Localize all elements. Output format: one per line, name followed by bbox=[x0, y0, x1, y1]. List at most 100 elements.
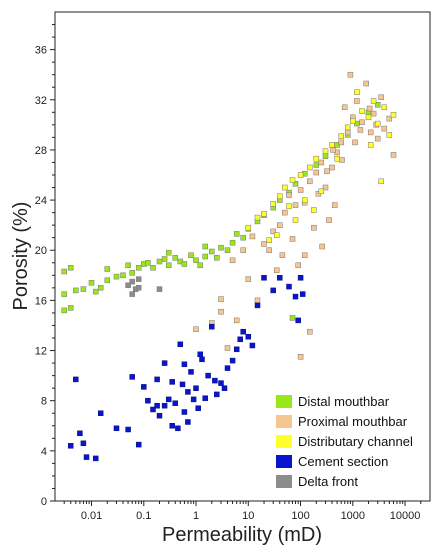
series-proximal-mouthbar bbox=[193, 71, 397, 360]
data-point bbox=[190, 396, 197, 403]
x-tick-label: 100 bbox=[291, 510, 309, 522]
legend: Distal mouthbar Proximal mouthbar Distribu… bbox=[270, 388, 428, 493]
data-point bbox=[266, 237, 272, 243]
legend-label: Cement section bbox=[298, 454, 388, 469]
data-point bbox=[179, 381, 186, 388]
data-point bbox=[334, 155, 340, 162]
data-point bbox=[245, 276, 252, 282]
legend-swatch bbox=[276, 415, 292, 428]
data-point bbox=[156, 258, 163, 265]
data-point bbox=[249, 342, 256, 349]
data-point bbox=[354, 89, 360, 95]
data-point bbox=[254, 297, 261, 304]
data-point bbox=[141, 384, 147, 390]
data-point bbox=[193, 385, 199, 391]
x-tick-label: 10 bbox=[242, 510, 254, 522]
data-point bbox=[297, 187, 304, 193]
data-point bbox=[354, 98, 360, 104]
data-point bbox=[273, 267, 280, 274]
data-point bbox=[61, 291, 67, 297]
data-point bbox=[344, 129, 351, 136]
data-point bbox=[161, 402, 168, 409]
data-point bbox=[299, 291, 306, 297]
x-tick-label: 0.1 bbox=[136, 510, 151, 522]
data-point bbox=[224, 345, 231, 351]
data-point bbox=[270, 287, 276, 294]
series-distal-mouthbar bbox=[61, 102, 381, 321]
data-point bbox=[307, 178, 313, 185]
data-point bbox=[261, 241, 267, 247]
data-point bbox=[214, 391, 220, 398]
data-point bbox=[311, 224, 317, 231]
data-point bbox=[104, 277, 111, 284]
data-point bbox=[175, 425, 181, 432]
data-point bbox=[224, 247, 231, 253]
legend-label: Delta front bbox=[298, 474, 358, 489]
data-point bbox=[390, 112, 397, 118]
data-point bbox=[322, 184, 329, 191]
data-points bbox=[61, 71, 397, 462]
data-point bbox=[80, 286, 87, 292]
data-point bbox=[202, 243, 208, 250]
y-tick-label: 0 bbox=[41, 496, 47, 508]
data-point bbox=[352, 139, 358, 146]
y-tick-label: 24 bbox=[35, 195, 47, 207]
data-point bbox=[292, 217, 299, 223]
data-point bbox=[113, 425, 120, 432]
x-tick-label: 1000 bbox=[341, 510, 365, 522]
data-point bbox=[381, 104, 388, 111]
data-point bbox=[344, 124, 351, 131]
data-point bbox=[313, 162, 320, 168]
data-point bbox=[249, 233, 256, 240]
data-point bbox=[197, 262, 203, 269]
data-point bbox=[363, 80, 369, 87]
data-point bbox=[199, 356, 205, 363]
data-point bbox=[374, 102, 381, 108]
data-point bbox=[359, 119, 365, 126]
data-point bbox=[266, 247, 272, 253]
data-point bbox=[154, 402, 160, 409]
data-point bbox=[193, 257, 199, 264]
data-point bbox=[273, 232, 280, 238]
data-point bbox=[366, 105, 373, 112]
data-point bbox=[205, 372, 211, 379]
y-axis: 0 4 8 12 16 20 24 28 32 36 bbox=[35, 24, 55, 508]
data-point bbox=[181, 261, 188, 267]
data-point bbox=[129, 270, 135, 276]
data-point bbox=[165, 262, 172, 269]
data-point bbox=[161, 256, 168, 262]
data-point bbox=[209, 323, 215, 330]
data-point bbox=[347, 71, 354, 78]
data-point bbox=[378, 94, 384, 101]
x-axis-title: Permeability (mD) bbox=[162, 524, 322, 546]
legend-label: Distributary channel bbox=[298, 434, 413, 449]
data-point bbox=[145, 397, 151, 404]
y-tick-label: 4 bbox=[41, 446, 47, 458]
data-point bbox=[301, 197, 308, 203]
data-point bbox=[120, 272, 126, 279]
data-point bbox=[83, 454, 90, 460]
data-point bbox=[185, 389, 191, 395]
data-point bbox=[161, 360, 168, 366]
data-point bbox=[61, 268, 67, 275]
data-point bbox=[165, 396, 172, 403]
series-cement-section bbox=[67, 275, 306, 462]
data-point bbox=[390, 152, 397, 158]
data-point bbox=[188, 369, 194, 375]
legend-swatch bbox=[276, 475, 292, 488]
data-point bbox=[92, 455, 99, 462]
data-point bbox=[331, 202, 338, 208]
x-tick-label: 10000 bbox=[390, 510, 421, 522]
data-point bbox=[254, 302, 261, 309]
data-point bbox=[197, 351, 203, 358]
data-point bbox=[229, 239, 236, 246]
data-point bbox=[172, 400, 178, 406]
y-tick-label: 12 bbox=[35, 346, 47, 358]
data-point bbox=[125, 426, 131, 433]
data-point bbox=[282, 184, 288, 191]
data-point bbox=[295, 262, 301, 269]
data-point bbox=[240, 328, 246, 335]
data-point bbox=[313, 169, 320, 176]
data-point bbox=[233, 317, 240, 324]
data-point bbox=[229, 257, 236, 264]
